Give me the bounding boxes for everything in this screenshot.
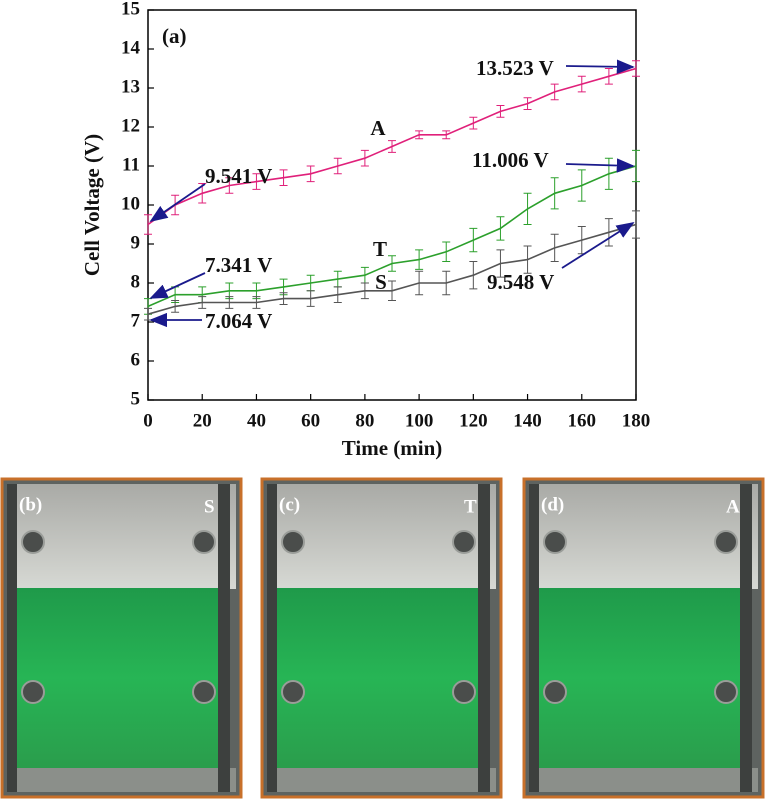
panel-label: (c) — [279, 494, 300, 515]
photo-bolt — [192, 680, 216, 704]
x-tick-label: 160 — [568, 410, 597, 431]
series-line — [147, 165, 637, 308]
photo-border — [522, 477, 765, 799]
y-tick-label: 6 — [131, 349, 141, 370]
annotation: 7.064 V — [205, 309, 272, 333]
annotation-arrow — [565, 158, 635, 173]
panel-label: (b) — [19, 494, 42, 515]
annotation: S — [375, 270, 387, 294]
y-tick-label: 5 — [131, 388, 141, 409]
annotation: 13.523 V — [476, 56, 554, 80]
annotation-arrow — [149, 272, 206, 299]
photo-liquid — [17, 588, 226, 768]
x-tick-label: 80 — [355, 410, 374, 431]
photo-bolt — [543, 530, 567, 554]
photo-bolt — [714, 530, 738, 554]
photo-bolt — [452, 530, 476, 554]
y-tick-label: 15 — [121, 0, 140, 19]
photo-bolt — [452, 680, 476, 704]
y-tick-label: 13 — [121, 76, 140, 97]
annotation: 9.541 V — [205, 164, 272, 188]
x-tick-label: 0 — [143, 410, 153, 431]
y-tick-label: 9 — [131, 232, 141, 253]
photo-base — [267, 768, 496, 792]
photo-bolt — [192, 530, 216, 554]
photo-panel: (b) S — [0, 477, 243, 799]
annotation: (a) — [162, 24, 187, 48]
x-tick-label: 100 — [405, 410, 434, 431]
series-line — [147, 67, 637, 226]
annotation-arrow — [149, 183, 206, 223]
panel-tag: T — [464, 496, 477, 517]
annotation-arrow — [565, 59, 635, 74]
panel-label: (d) — [541, 494, 564, 515]
photo-frame-right — [478, 484, 490, 792]
photo-base — [529, 768, 758, 792]
x-tick-label: 60 — [301, 410, 320, 431]
y-tick-label: 11 — [122, 154, 140, 175]
photo-frame-right — [218, 484, 230, 792]
x-tick-label: 40 — [247, 410, 266, 431]
photo-frame-right — [740, 484, 752, 792]
y-tick-label: 14 — [121, 37, 141, 58]
y-tick-label: 12 — [121, 115, 140, 136]
x-axis-label: Time (min) — [342, 436, 443, 460]
photo-liquid — [277, 588, 486, 768]
panel-tag: S — [204, 496, 215, 517]
photo-panel: (d) A — [522, 477, 765, 799]
annotation: T — [373, 237, 387, 261]
photo-bolt — [281, 680, 305, 704]
photo-bolt — [714, 680, 738, 704]
annotation-arrow — [561, 222, 635, 269]
y-axis-label: Cell Voltage (V) — [80, 134, 104, 276]
photo-liquid — [539, 588, 748, 768]
x-tick-label: 180 — [622, 410, 651, 431]
photo-bolt — [281, 530, 305, 554]
x-tick-label: 120 — [459, 410, 488, 431]
photo-base — [7, 768, 236, 792]
panel-tag: A — [726, 496, 740, 517]
photo-panel: (c) T — [260, 477, 503, 799]
annotation: 9.548 V — [487, 270, 554, 294]
series — [144, 60, 640, 235]
annotation: A — [370, 116, 386, 140]
photo-frame-left — [7, 484, 17, 792]
x-tick-label: 20 — [193, 410, 212, 431]
photo-border — [260, 477, 503, 799]
y-tick-label: 7 — [131, 310, 141, 331]
series-line — [147, 223, 637, 315]
plot-frame — [147, 9, 637, 401]
annotation: 11.006 V — [472, 148, 549, 172]
photo-frame-left — [529, 484, 539, 792]
y-tick-label: 10 — [121, 193, 140, 214]
photo-bolt — [543, 680, 567, 704]
y-tick-label: 8 — [131, 271, 141, 292]
x-tick-label: 140 — [513, 410, 542, 431]
photo-frame-left — [267, 484, 277, 792]
photo-border — [0, 477, 243, 799]
annotation: 7.341 V — [205, 253, 272, 277]
photo-bolt — [21, 530, 45, 554]
photo-bolt — [21, 680, 45, 704]
